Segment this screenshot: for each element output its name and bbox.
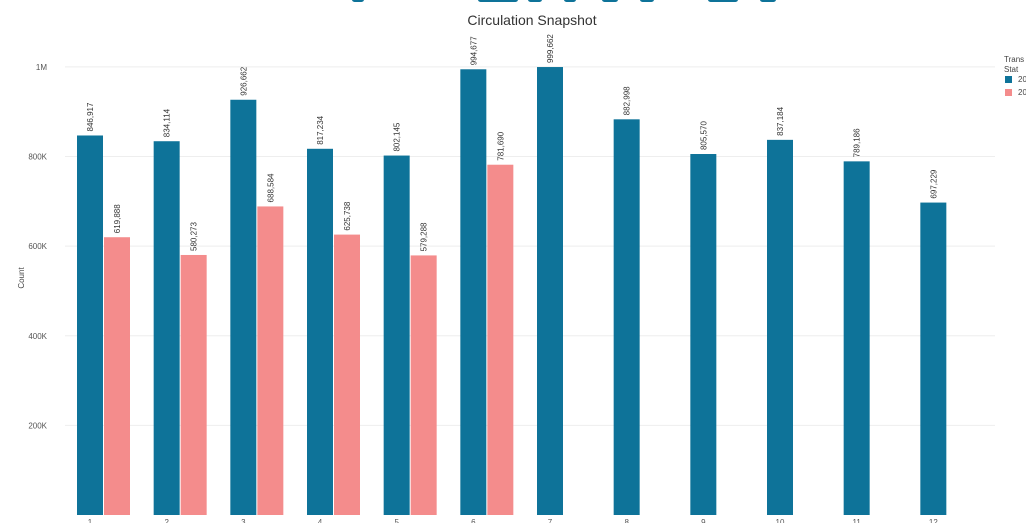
- data-label: 846,917: [86, 102, 95, 131]
- bar: [77, 135, 103, 516]
- grid-layer: [65, 66, 995, 426]
- data-label: 802,145: [393, 122, 402, 151]
- bar: [613, 119, 640, 516]
- x-tick-label: 1: [88, 518, 93, 523]
- legend-swatch[interactable]: [1005, 89, 1012, 96]
- bar: [307, 148, 333, 515]
- data-label: 999,662: [546, 34, 555, 63]
- data-label: 789,186: [853, 128, 862, 157]
- legend-swatch[interactable]: [1005, 76, 1012, 83]
- data-label: 619,888: [113, 204, 122, 233]
- bar: [230, 99, 257, 515]
- data-label: 994,677: [469, 36, 478, 65]
- x-tick-label: 6: [471, 518, 476, 523]
- x-tick-label: 11: [853, 518, 862, 523]
- bar: [383, 155, 410, 516]
- bar: [690, 154, 717, 516]
- y-tick-label: 800K: [28, 153, 47, 162]
- data-label: 926,662: [239, 66, 248, 95]
- bars-layer: [77, 67, 947, 516]
- data-label: 688,584: [266, 173, 275, 202]
- bar: [767, 139, 793, 515]
- bar: [843, 161, 870, 515]
- x-tick-label: 8: [624, 518, 629, 523]
- bar: [410, 255, 437, 515]
- data-labels-layer: 846,917 619,888 834,114 580,273 926,662 688,5…: [86, 34, 938, 252]
- data-label: 834,114: [163, 108, 172, 137]
- data-label: 817,234: [316, 115, 325, 144]
- bar: [537, 67, 563, 515]
- x-tick-label: 2: [164, 518, 169, 523]
- bar: [460, 69, 487, 516]
- data-label: 579,288: [420, 222, 429, 251]
- y-tick-label: 200K: [28, 421, 47, 430]
- bar: [153, 141, 180, 515]
- data-label: 697,229: [929, 169, 938, 198]
- bar: [180, 254, 207, 516]
- legend-item-label[interactable]: 20: [1018, 75, 1026, 84]
- bar: [487, 164, 514, 515]
- x-tick-label: 9: [701, 518, 706, 523]
- data-label: 882,998: [623, 86, 632, 115]
- bar: [334, 234, 360, 515]
- data-label: 625,738: [343, 201, 352, 230]
- data-label: 837,184: [776, 106, 785, 135]
- x-tick-label: 5: [394, 518, 399, 523]
- data-label: 580,273: [190, 222, 199, 251]
- bar: [920, 202, 947, 515]
- top-cropped-band: [0, 0, 1026, 6]
- y-tick-label: 400K: [28, 332, 47, 341]
- x-tick-label: 3: [241, 518, 246, 523]
- legend-title: Stat: [1004, 65, 1019, 74]
- x-tick-label: 7: [548, 518, 553, 523]
- chart-title: Circulation Snapshot: [467, 12, 596, 28]
- data-label: 805,570: [699, 121, 708, 150]
- legend-item-label[interactable]: 20: [1018, 88, 1026, 97]
- bar: [104, 237, 130, 515]
- y-tick-label: 1M: [36, 63, 47, 72]
- x-tick-label: 4: [318, 518, 323, 523]
- x-tick-label: 12: [929, 518, 938, 523]
- data-label: 781,690: [496, 131, 505, 160]
- legend-title: Trans: [1004, 55, 1024, 64]
- bar: [257, 206, 284, 516]
- y-axis-label: Count: [17, 267, 26, 289]
- x-tick-label: 10: [776, 518, 785, 523]
- y-tick-label: 600K: [28, 242, 47, 251]
